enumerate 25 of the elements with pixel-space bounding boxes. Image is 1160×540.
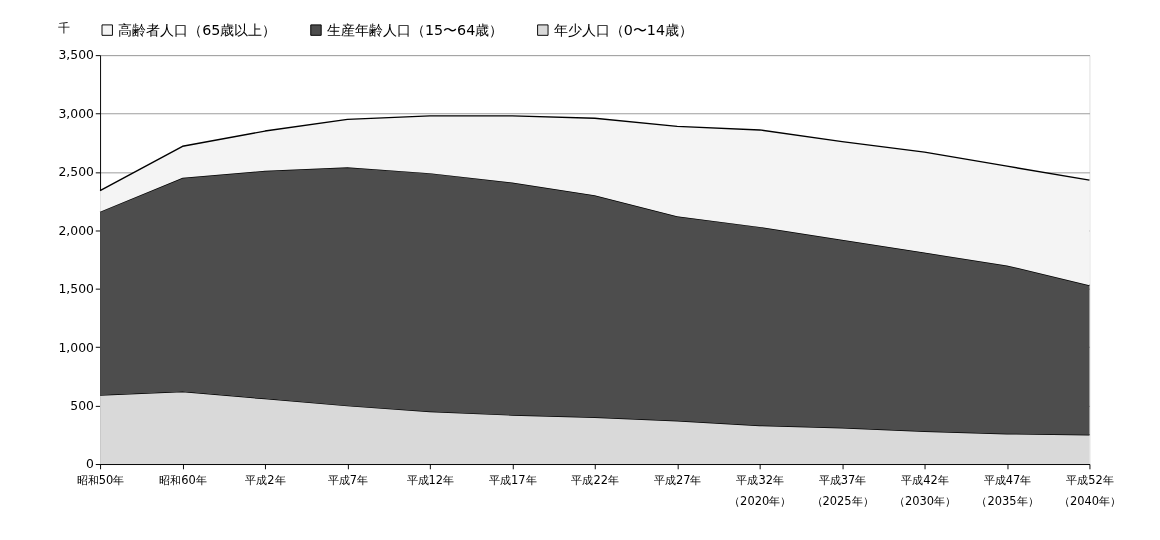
y-tick-label: 1,500	[58, 281, 94, 297]
y-tick-label: 2,500	[58, 164, 94, 180]
x-tick-label: 平成7年	[327, 472, 369, 487]
x-tick-label: 平成47年（2035年）	[976, 472, 1039, 508]
x-tick-label: 平成42年（2030年）	[894, 472, 957, 508]
x-tick-label: 平成32年（2020年）	[729, 472, 792, 508]
x-tick-label: 昭和50年	[76, 472, 125, 487]
y-axis-title: 千	[57, 19, 70, 35]
y-tick-label: 3,500	[58, 47, 94, 63]
x-tick-label: 平成52年（2040年）	[1058, 472, 1121, 508]
y-tick-label: 1,000	[58, 339, 94, 355]
x-tick-label: 平成37年（2025年）	[811, 472, 874, 508]
x-tick-label: 平成22年	[571, 472, 620, 487]
y-tick-label: 3,000	[58, 105, 94, 121]
y-tick-label: 0	[86, 456, 95, 472]
legend-label: 年少人口（0〜14歳）	[553, 21, 694, 38]
y-tick-label: 500	[70, 397, 95, 413]
y-tick-label: 2,000	[58, 222, 94, 238]
x-tick-label: 平成17年	[489, 472, 537, 487]
legend-label: 生産年齢人口（15〜64歳）	[326, 21, 504, 38]
x-tick-label: 平成2年	[245, 472, 286, 487]
x-tick-label: 平成12年	[406, 472, 455, 487]
x-tick-label: 昭和60年	[159, 472, 207, 487]
legend-label: 高齢者人口（65歳以上）	[118, 21, 277, 38]
x-tick-label: 平成27年	[653, 472, 702, 487]
